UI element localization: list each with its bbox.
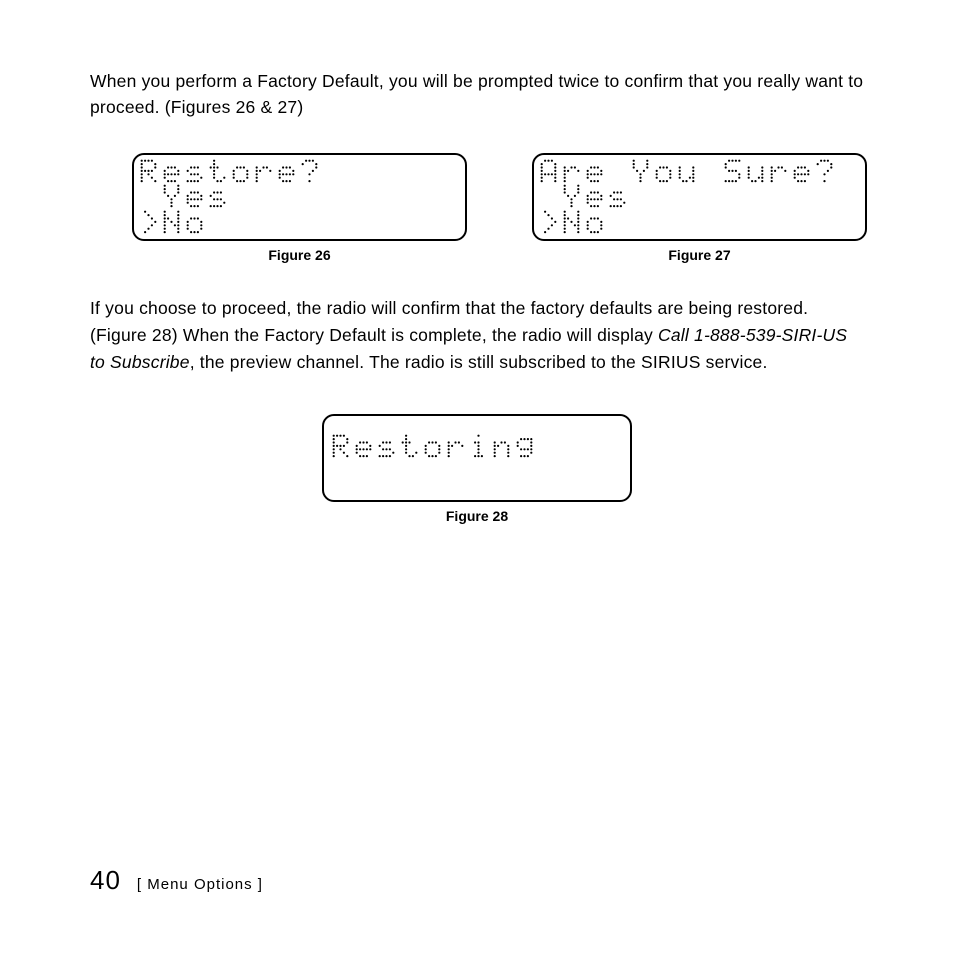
page-number: 40 [90, 865, 121, 896]
figure-26-label: Figure 26 [268, 247, 330, 263]
figure-26-group: Figure 26 [132, 153, 467, 263]
paragraph-2b: , the preview channel. The radio is stil… [190, 352, 768, 372]
figure-row-top: Figure 26 Figure 27 [132, 153, 864, 263]
figure-28-group: Figure 28 [322, 414, 632, 524]
paragraph-1: When you perform a Factory Default, you … [90, 68, 864, 121]
lcd-line [540, 184, 859, 210]
figure-27-group: Figure 27 [532, 153, 867, 263]
section-label: [ Menu Options ] [137, 876, 263, 893]
figure-28-label: Figure 28 [446, 508, 508, 524]
lcd-line [140, 159, 459, 185]
lcd-line [140, 210, 459, 236]
document-page: When you perform a Factory Default, you … [0, 0, 954, 524]
paragraph-2: If you choose to proceed, the radio will… [90, 295, 864, 376]
lcd-line [540, 159, 859, 185]
page-footer: 40 [ Menu Options ] [90, 865, 263, 896]
lcd-screen-figure-26 [132, 153, 467, 241]
lcd-line [332, 434, 622, 465]
lcd-screen-figure-28 [322, 414, 632, 502]
lcd-screen-figure-27 [532, 153, 867, 241]
lcd-line [140, 184, 459, 210]
figure-row-bottom: Figure 28 [90, 414, 864, 524]
lcd-line [540, 210, 859, 236]
figure-27-label: Figure 27 [668, 247, 730, 263]
